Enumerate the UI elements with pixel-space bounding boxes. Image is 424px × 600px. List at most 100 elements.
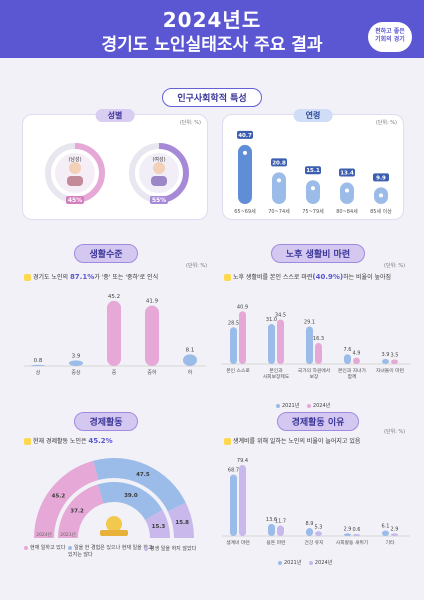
year-title: 2024년도: [162, 8, 262, 32]
coin-icon: [106, 516, 122, 532]
section-economic: 경제활동: [0, 410, 212, 431]
living-category-label: 중: [112, 370, 117, 376]
retirement-bar: [277, 319, 284, 364]
coin-stack-icon: [100, 530, 128, 536]
living-value-label: 41.9: [146, 299, 159, 305]
age-bar: [238, 144, 252, 201]
section-economic-reason: 경제활동 이유: [212, 410, 424, 431]
section-living: 생활수준: [0, 242, 212, 263]
age-panel: 연령 (단위: %) 40.7 65~69세 20.8 70~74세 15.1 75~79…: [222, 109, 404, 220]
age-bar-bulb: [340, 190, 354, 204]
age-category-label: 85세 이상: [370, 208, 392, 215]
age-value-label: 9.9: [376, 175, 386, 181]
retirement-bar: [344, 354, 351, 364]
living-bar: [69, 360, 83, 366]
age-value-badge: [271, 158, 287, 167]
person-icon: [345, 188, 349, 193]
ring-year-label: 2024년: [36, 531, 52, 538]
economic-reason-note: 생계비를 위해 일하는 노인의 비율이 늘어지고 있음: [224, 436, 360, 445]
reason-bar: [315, 531, 322, 536]
reason-category-label: 생계비 마련: [226, 539, 250, 546]
male-ring: [45, 143, 105, 203]
reason-category-label: 건강 유지: [304, 539, 323, 546]
reason-value-label: 11.7: [275, 519, 286, 525]
retirement-value-label: 31.0: [266, 317, 277, 323]
reason-category-label: 사회활동 새위기: [336, 539, 368, 546]
reason-bar: [230, 474, 237, 536]
economic-chart: 45.2 47.5 15.8 37.2 39.0 15.3 2024년 2021년: [34, 458, 194, 538]
female-text: 55%: [152, 197, 166, 204]
reason-bar: [239, 465, 246, 536]
reason-value-label: 13.6: [266, 517, 277, 523]
reason-value-label: 2.9: [391, 526, 399, 532]
reason-value-label: 2.9: [344, 526, 352, 532]
retirement-value-label: 16.3: [313, 336, 324, 342]
age-value-label: 20.8: [272, 160, 286, 166]
reason-value-label: 68.7: [228, 468, 239, 474]
retirement-bar: [268, 324, 275, 364]
female-label: (여성): [152, 156, 165, 163]
living-value-label: 8.1: [186, 347, 195, 353]
economic-note: 현재 경제활동 노인은 45.2%: [24, 436, 113, 445]
living-category-label: 상: [36, 369, 41, 376]
age-category-label: 75~79세: [302, 208, 324, 215]
note-icon: [24, 274, 31, 281]
living-bar: [107, 300, 121, 366]
retirement-value-label: 4.9: [353, 351, 361, 357]
reason-bar: [306, 528, 313, 536]
economic-ring-segment: [93, 458, 186, 512]
economic-value-label: 15.8: [175, 520, 189, 526]
economic-value-label: 15.3: [152, 524, 166, 530]
retirement-category-label: 사회보장제도: [263, 373, 290, 380]
male-text: 45%: [68, 197, 82, 204]
retirement-value-label: 34.5: [275, 313, 286, 319]
male-body-icon: [67, 176, 83, 186]
reason-bar: [344, 533, 351, 536]
retirement-legend: 2021년 2024년: [276, 402, 330, 409]
economic-ring-segment: [34, 460, 99, 538]
retirement-value-label: 29.1: [304, 319, 315, 325]
section-demographics: 인구사회학적 특성: [0, 86, 424, 107]
age-category-label: 65~69세: [234, 208, 256, 215]
economic-value-label: 39.0: [124, 493, 138, 499]
living-value-label: 0.8: [34, 358, 43, 364]
retirement-category-label: 국가의 차원에서: [298, 367, 330, 374]
reason-value-label: 0.6: [353, 527, 361, 533]
reason-value-label: 79.4: [237, 458, 248, 464]
reason-bar: [391, 533, 398, 536]
retirement-bar: [391, 359, 398, 364]
age-bar-bulb: [238, 190, 252, 204]
living-value-label: 45.2: [108, 294, 120, 300]
age-chart: 40.7 65~69세 20.8 70~74세 15.1 75~79세 13.4 80~84세…: [234, 130, 392, 215]
age-bar-bulb: [272, 190, 286, 204]
person-icon: [379, 193, 383, 198]
age-value-label: 13.4: [340, 171, 354, 177]
slogan-badge: 편하고 좋은 기회의 경기: [368, 22, 412, 52]
person-icon: [243, 150, 247, 155]
retirement-bar: [315, 342, 322, 364]
reason-value-label: 5.3: [315, 524, 323, 530]
economic-ring-segment: [97, 482, 163, 520]
note-icon: [24, 438, 31, 445]
note-icon: [224, 274, 231, 281]
living-bar: [145, 305, 159, 366]
age-category-label: 70~74세: [268, 208, 290, 215]
retirement-value-label: 28.5: [228, 320, 239, 326]
age-value-label: 40.7: [238, 133, 252, 139]
male-face-icon: [69, 162, 81, 174]
reason-value-label: 8.9: [306, 521, 314, 527]
ring-year-label: 2021년: [60, 531, 76, 538]
living-chart: 0.8 상 3.9 중상 45.2 중 41.9 중하 8.1 하: [24, 294, 206, 376]
economic-value-label: 47.5: [136, 472, 150, 478]
female-value-badge: [150, 196, 168, 204]
living-bar: [183, 354, 197, 366]
reason-category-label: 용돈 마련: [266, 539, 285, 546]
age-value-badge: [339, 168, 355, 177]
economic-reason-legend: 2021년 2024년: [278, 559, 332, 566]
age-value-badge: [237, 130, 253, 139]
reason-bar: [382, 530, 389, 536]
retirement-bar: [353, 357, 360, 364]
retirement-category-label: 자녀들이 마련: [376, 367, 404, 374]
living-value-label: 3.9: [72, 353, 81, 359]
